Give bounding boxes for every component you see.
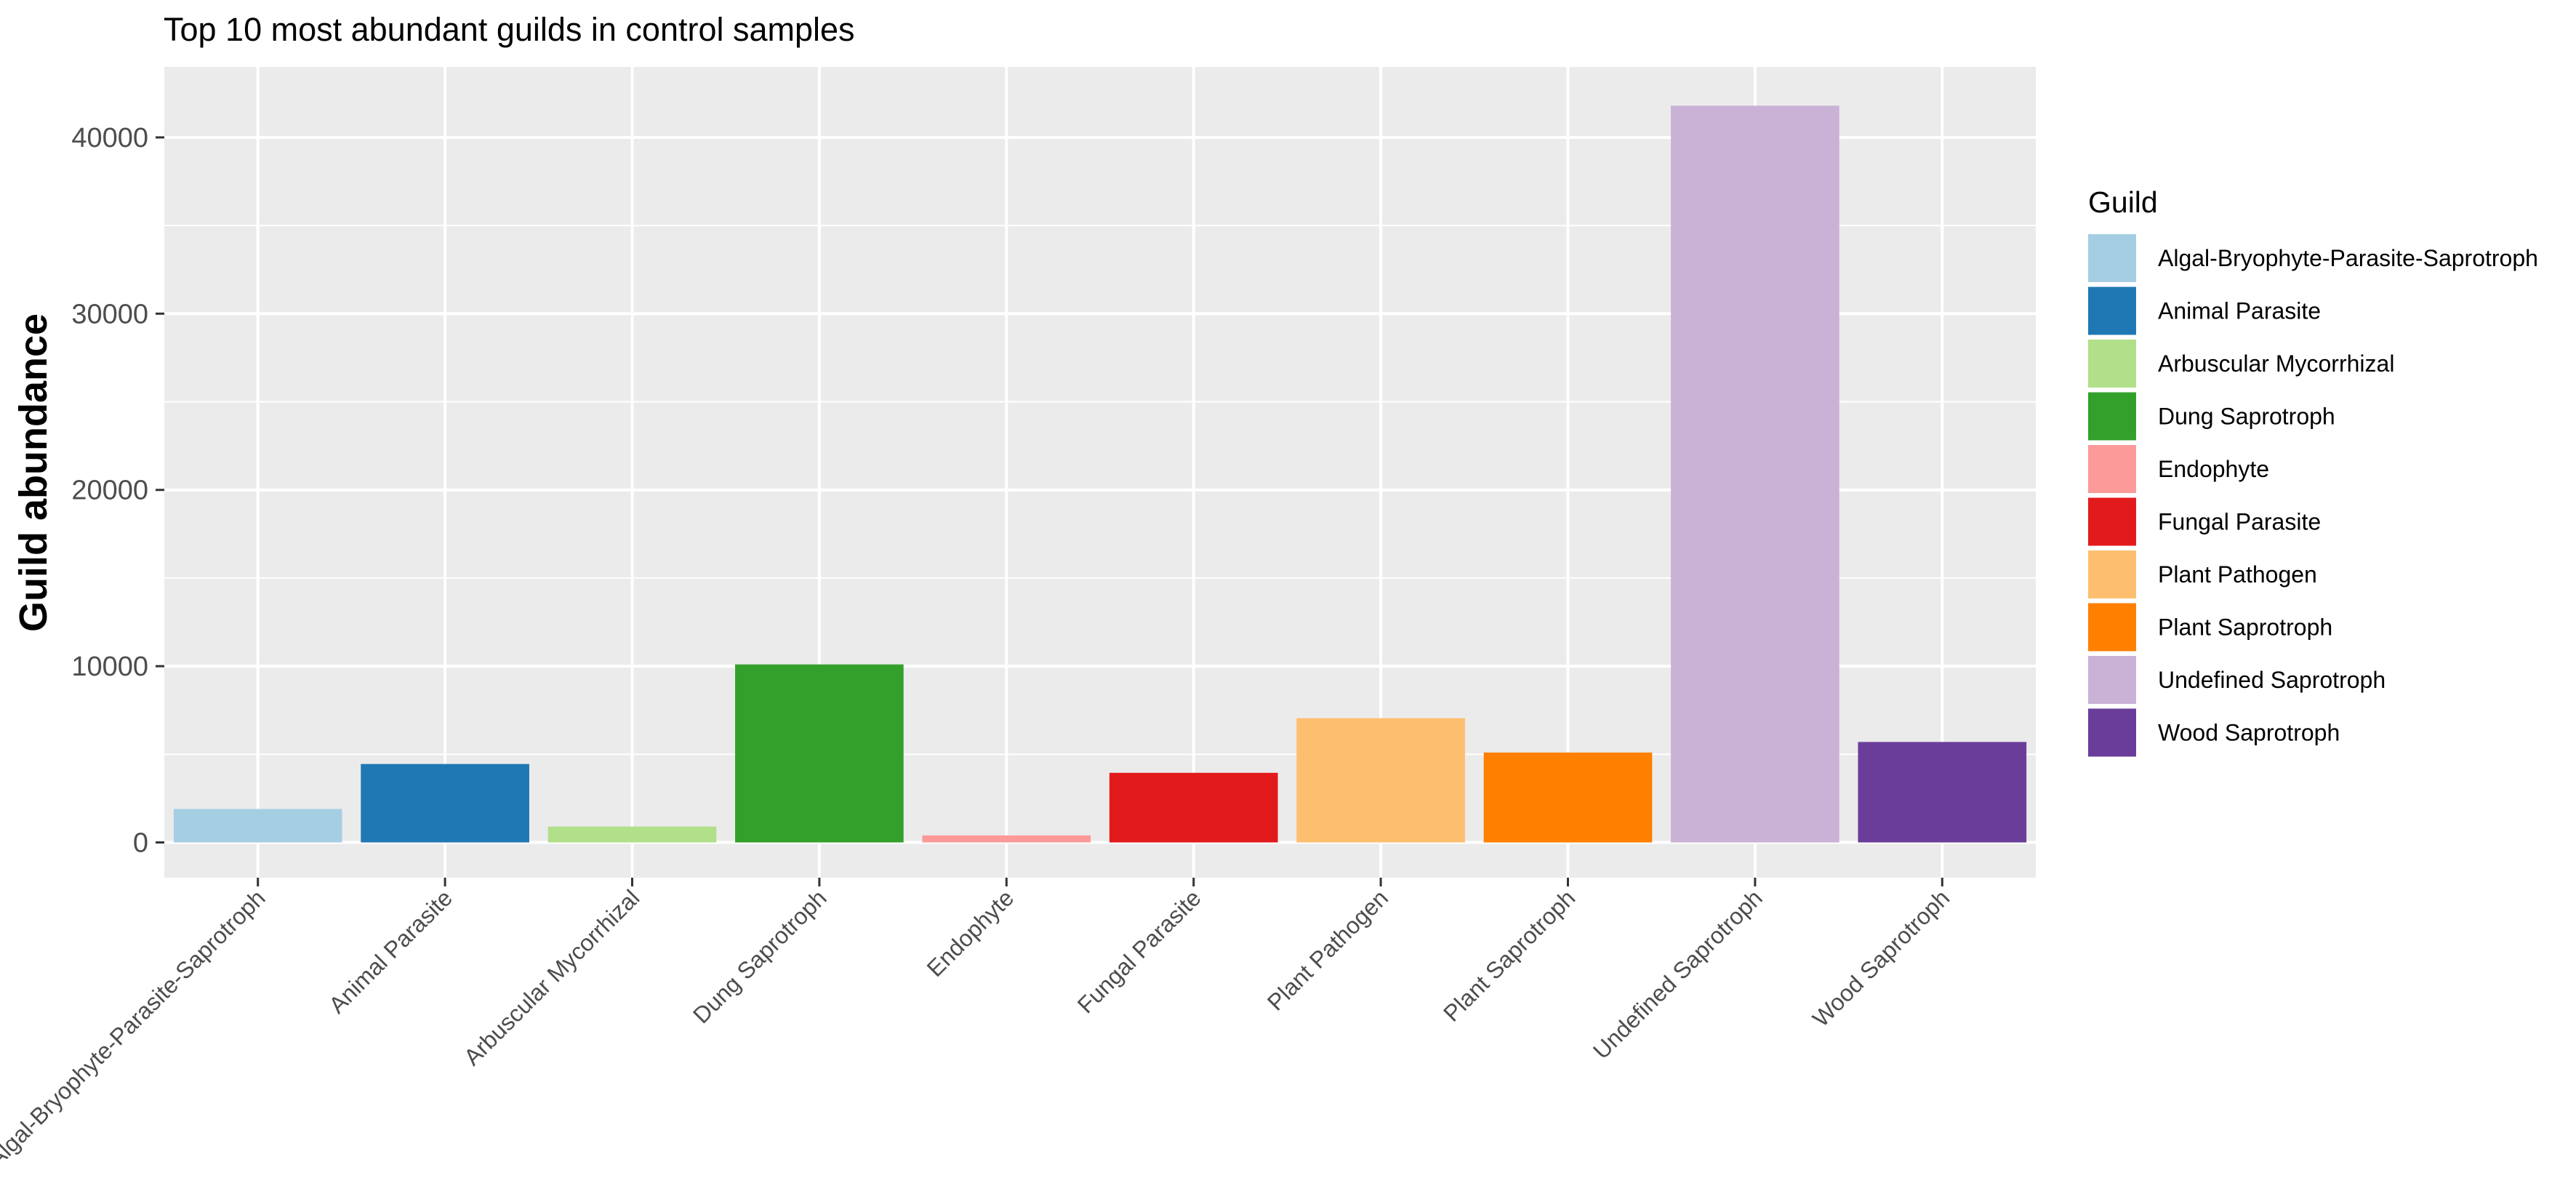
legend-title: Guild <box>2088 185 2158 219</box>
bar <box>735 664 904 843</box>
legend-key <box>2088 708 2136 757</box>
bar <box>1109 772 1278 843</box>
legend-label: Undefined Saprotroph <box>2158 667 2386 693</box>
x-tick-label: Arbuscular Mycorrhizal <box>459 884 645 1070</box>
x-tick-label: Dung Saprotroph <box>688 884 832 1028</box>
y-tick-label: 40000 <box>71 123 148 153</box>
y-tick-label: 10000 <box>71 652 148 682</box>
legend-key <box>2088 287 2136 335</box>
bars-layer <box>173 105 2027 843</box>
legend-key <box>2088 603 2136 652</box>
legend-label: Wood Saprotroph <box>2158 720 2340 746</box>
x-axis: Algal-Bryophyte-Parasite-Saprotroph Anima… <box>0 878 1954 1172</box>
legend-key <box>2088 445 2136 493</box>
legend: Guild Algal-Bryophyte-Parasite-Saprotrop… <box>2088 185 2538 757</box>
x-tick-label: Fungal Parasite <box>1072 884 1206 1018</box>
bar <box>173 809 342 843</box>
legend-items: Algal-Bryophyte-Parasite-Saprotroph Anima… <box>2088 234 2538 757</box>
legend-label: Dung Saprotroph <box>2158 404 2335 430</box>
legend-label: Arbuscular Mycorrhizal <box>2158 350 2394 377</box>
legend-label: Endophyte <box>2158 456 2269 482</box>
x-tick-label: Algal-Bryophyte-Parasite-Saprotroph <box>0 884 270 1171</box>
x-tick-label: Plant Pathogen <box>1262 884 1393 1015</box>
legend-label: Algal-Bryophyte-Parasite-Saprotroph <box>2158 245 2538 271</box>
x-tick-label: Animal Parasite <box>324 884 457 1018</box>
bar <box>1483 752 1653 843</box>
y-axis-label: Guild abundance <box>12 313 55 632</box>
bar <box>922 835 1091 843</box>
bar <box>1296 718 1465 843</box>
bar <box>1858 742 2027 843</box>
legend-key <box>2088 392 2136 441</box>
legend-key <box>2088 550 2136 598</box>
legend-key <box>2088 656 2136 704</box>
legend-key <box>2088 234 2136 282</box>
x-tick-label: Endophyte <box>922 884 1019 982</box>
y-axis: 0 10000 20000 30000 40000 <box>71 123 164 859</box>
legend-label: Plant Pathogen <box>2158 561 2317 588</box>
y-tick-label: 20000 <box>71 476 148 506</box>
legend-label: Fungal Parasite <box>2158 509 2321 535</box>
legend-label: Animal Parasite <box>2158 298 2321 324</box>
x-tick-label: Undefined Saprotroph <box>1588 884 1768 1064</box>
bar <box>1671 105 1839 843</box>
legend-key <box>2088 340 2136 388</box>
bar <box>547 826 717 843</box>
x-tick-label: Plant Saprotroph <box>1438 884 1580 1026</box>
bar <box>361 764 529 843</box>
legend-label: Plant Saprotroph <box>2158 614 2332 641</box>
legend-key <box>2088 497 2136 546</box>
y-tick-label: 0 <box>133 828 148 859</box>
chart-title: Top 10 most abundant guilds in control s… <box>164 11 855 48</box>
y-tick-label: 30000 <box>71 299 148 329</box>
x-tick-label: Wood Saprotroph <box>1807 884 1954 1031</box>
